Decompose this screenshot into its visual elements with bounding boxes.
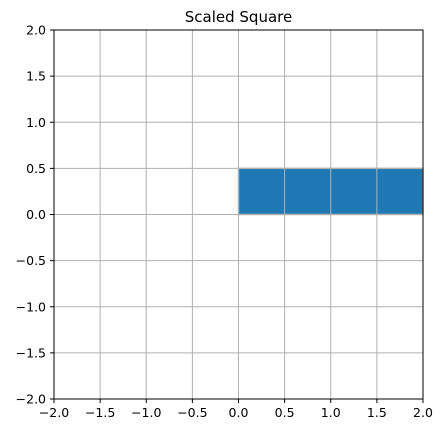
y-tick-label: 0.5 [26, 161, 46, 176]
x-tick-label: 0.0 [229, 405, 249, 420]
y-axis-ticks: −2.0 −1.5 −1.0 −0.5 0.0 0.5 1.0 1.5 2.0 [16, 23, 54, 407]
x-tick-label: −1.0 [131, 405, 161, 420]
x-tick-label: 2.0 [413, 405, 433, 420]
x-tick-label: 1.0 [321, 405, 341, 420]
x-tick-label: −2.0 [39, 405, 69, 420]
y-tick-label: 0.0 [26, 207, 46, 222]
y-tick-label: −0.5 [16, 253, 46, 268]
y-tick-label: −1.0 [16, 299, 46, 314]
y-tick-label: 2.0 [26, 23, 46, 38]
x-tick-label: 1.5 [367, 405, 387, 420]
chart-title: Scaled Square [185, 8, 292, 26]
y-tick-label: 1.0 [26, 115, 46, 130]
plot-shapes [53, 29, 424, 400]
x-tick-label: −1.5 [85, 405, 115, 420]
x-tick-label: 0.5 [275, 405, 295, 420]
y-tick-label: −2.0 [16, 392, 46, 407]
x-axis-ticks: −2.0 −1.5 −1.0 −0.5 0.0 0.5 1.0 1.5 2.0 [39, 399, 433, 420]
y-tick-label: 1.5 [26, 69, 46, 84]
y-tick-label: −1.5 [16, 345, 46, 360]
x-tick-label: −0.5 [177, 405, 207, 420]
